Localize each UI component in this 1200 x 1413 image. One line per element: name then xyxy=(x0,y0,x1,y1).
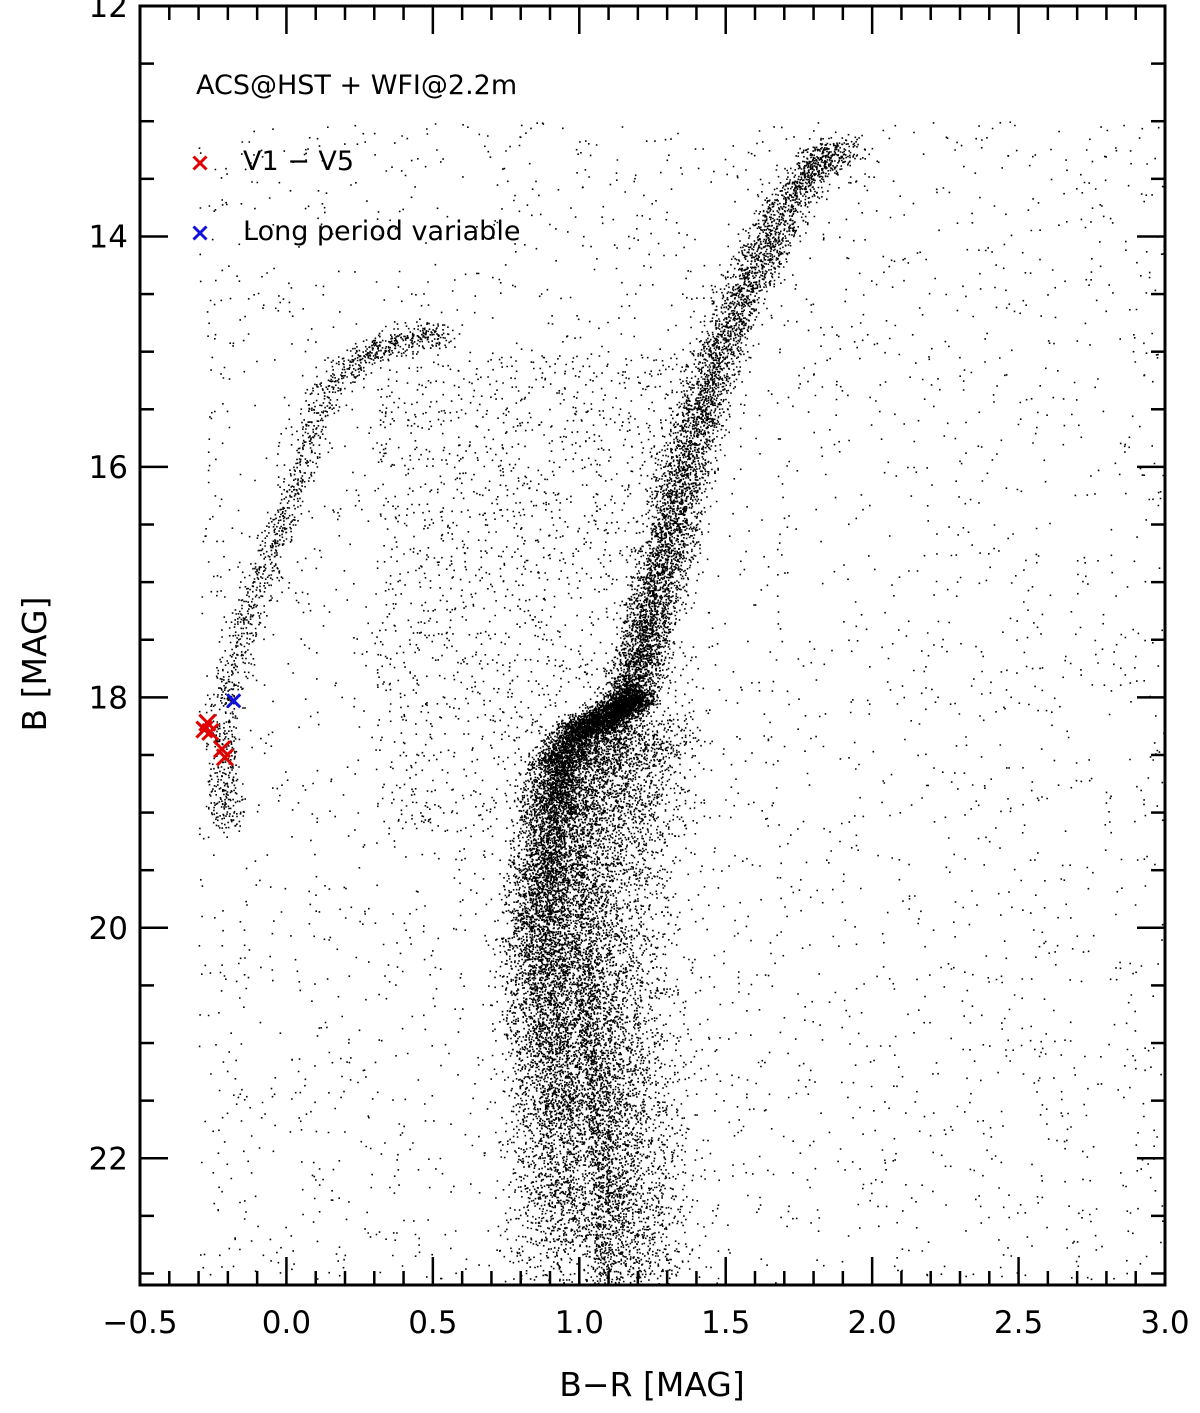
x-tick-label: 2.5 xyxy=(994,1305,1043,1341)
x-tick-label: 1.5 xyxy=(701,1305,750,1341)
y-axis-label: B [MAG] xyxy=(15,597,54,732)
y-tick-label: 14 xyxy=(89,219,128,255)
y-tick-label: 20 xyxy=(89,911,128,947)
legend-marker-v1-v5 xyxy=(192,155,208,171)
x-tick-label: 0.5 xyxy=(408,1305,457,1341)
legend-x-blue xyxy=(192,225,208,241)
v1-v5-marker xyxy=(201,722,220,741)
legend-label-long-period-variable: Long period variable xyxy=(243,216,520,247)
x-tick-label: 0.0 xyxy=(262,1305,311,1341)
v1-v5-marker xyxy=(195,720,214,739)
x-tick-label: 2.0 xyxy=(847,1305,896,1341)
y-tick-label: 16 xyxy=(89,450,128,486)
legend-marker-long-period-variable xyxy=(192,225,208,241)
axis-ticks: −0.5 0.0 0.5 1.0 1.5 2.0 2.5 3.0 12 14 16 18 20 22 xyxy=(89,0,1190,1341)
legend-label-v1-v5: V1 − V5 xyxy=(243,146,354,177)
variable-star-markers xyxy=(195,693,242,767)
plot-border xyxy=(138,4,1167,1287)
y-tick-label: 18 xyxy=(89,680,128,716)
v1-v5-marker xyxy=(215,748,234,767)
legend: V1 − V5 Long period variable xyxy=(192,146,520,247)
x-tick-label: 1.0 xyxy=(555,1305,604,1341)
legend-x-red xyxy=(192,155,208,171)
long-period-variable-marker xyxy=(226,693,242,709)
x-tick-label: −0.5 xyxy=(102,1305,177,1341)
stellar-population-dots xyxy=(198,121,1167,1287)
y-tick-label: 12 xyxy=(89,0,128,25)
plot-frame xyxy=(138,4,1167,1287)
x-axis-label: B−R [MAG] xyxy=(559,1365,745,1404)
x-tick-label: 3.0 xyxy=(1140,1305,1189,1341)
y-tick-label: 22 xyxy=(89,1141,128,1177)
instrument-annotation: ACS@HST + WFI@2.2m xyxy=(196,70,517,101)
